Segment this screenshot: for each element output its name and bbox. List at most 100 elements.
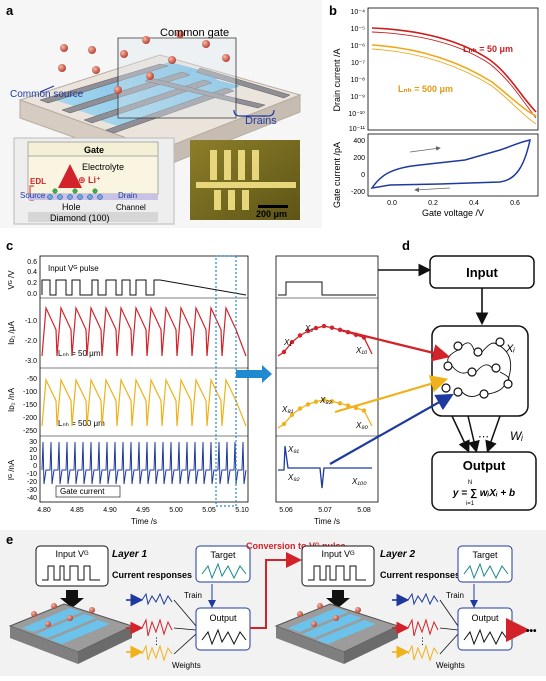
e1-train: Train bbox=[184, 591, 202, 600]
b-ytick-0: 10⁻⁴ bbox=[351, 9, 366, 16]
e1-weights: Weights bbox=[172, 661, 201, 670]
panel-a: a bbox=[0, 0, 322, 228]
b-ybot-2: 0 bbox=[361, 172, 365, 179]
panel-b: b Drain current /A Gate current /pA 10⁻⁴… bbox=[329, 3, 539, 218]
zl-x1: X₁ bbox=[283, 338, 292, 347]
layer1-group: Input Vᴳ Layer 1 Current responses ⋮ bbox=[8, 545, 251, 670]
e1-current-responses: Current responses bbox=[112, 570, 192, 580]
c-ylabel-ig: Iᴳ /nA bbox=[7, 459, 16, 480]
gate-box bbox=[117, 37, 237, 119]
b-ytick-3: 10⁻⁷ bbox=[351, 60, 365, 67]
electrolyte-layer bbox=[27, 155, 159, 195]
c-xl-0: 4.80 bbox=[37, 507, 51, 514]
scalebar-text: 200 μm bbox=[256, 209, 287, 219]
id2-zoom-sample-10 bbox=[361, 408, 367, 413]
zl-x81: X₈₁ bbox=[281, 405, 294, 414]
svg-text:⋯: ⋯ bbox=[478, 431, 489, 443]
c-id1-tick-0: -1.0 bbox=[25, 318, 37, 325]
id2-zoom-sample-0 bbox=[281, 421, 287, 427]
c-xl-3: 4.95 bbox=[136, 507, 150, 514]
c-ylabel-vg: Vᴳ /V bbox=[7, 270, 16, 290]
panel-a-letter: a bbox=[6, 3, 14, 18]
b-ytick-6: 10⁻¹⁰ bbox=[348, 110, 365, 118]
c-ig-tick-2: 10 bbox=[29, 455, 37, 462]
e2-target-text: Target bbox=[472, 550, 498, 560]
c-ig-tick-6: -30 bbox=[27, 487, 37, 494]
b-xtick-1: 0.2 bbox=[428, 200, 438, 207]
cross-section: Gate Electrolyte ⊕ Li⁺ EDL Source Drain … bbox=[13, 137, 175, 225]
panel-e-letter: e bbox=[6, 532, 13, 547]
id2-zoom-sample-8 bbox=[345, 403, 351, 408]
c-traces bbox=[41, 279, 376, 489]
c-id2-tick-2: -150 bbox=[23, 402, 37, 409]
id2-trace bbox=[41, 377, 247, 427]
arrow-orange bbox=[334, 375, 449, 414]
c-xl-2: 4.90 bbox=[103, 507, 117, 514]
c-vg-tick-2: 0.2 bbox=[27, 280, 37, 287]
gate-current-loop bbox=[370, 139, 531, 190]
b-xtick-2: 0.4 bbox=[469, 200, 479, 207]
c-ig-tick-0: 30 bbox=[29, 439, 37, 446]
c-xl-6: 5.10 bbox=[235, 507, 249, 514]
d-formula: y = ∑ wᵢXᵢ + b bbox=[452, 488, 515, 499]
b-xlabel: Gate voltage /V bbox=[422, 208, 484, 218]
c-ig-tick-4: -10 bbox=[27, 471, 37, 478]
electrodes bbox=[39, 63, 291, 134]
e2-current-responses: Current responses bbox=[380, 570, 460, 580]
c-ig-tick-3: 0 bbox=[33, 463, 37, 470]
d-xi: Xᵢ bbox=[505, 343, 515, 355]
ig-trace bbox=[41, 441, 247, 485]
b-ybot-0: 400 bbox=[353, 138, 365, 145]
id1-zoom-sample-1 bbox=[289, 339, 295, 345]
c-label-500: Lₙₕ = 500 μm bbox=[58, 419, 105, 428]
drains-label: Drains bbox=[245, 115, 277, 127]
id1-zoom-sample-6 bbox=[329, 325, 335, 330]
e-layer1: Layer 1 bbox=[112, 549, 147, 560]
curve-50um bbox=[371, 27, 537, 113]
zl-x90: X₉₀ bbox=[355, 421, 369, 430]
ig-zoom bbox=[278, 445, 372, 489]
b-xtick-0: 0.0 bbox=[387, 200, 397, 207]
common-source-label: Common source bbox=[10, 89, 84, 100]
c-id1-tick-1: -2.0 bbox=[25, 338, 37, 345]
c-id2-tick-1: -100 bbox=[23, 389, 37, 396]
id2-zoom-sample-5 bbox=[321, 397, 327, 402]
id2-zoom-sample-6 bbox=[329, 399, 335, 404]
zl-x10: X₁₀ bbox=[355, 346, 368, 355]
b-ytick-7: 10⁻¹¹ bbox=[349, 126, 366, 133]
zl-x2: X₂ bbox=[304, 324, 313, 333]
zl-x100: X₁₀₀ bbox=[351, 477, 367, 486]
b-ytick-1: 10⁻⁵ bbox=[351, 26, 365, 33]
c-left-axes bbox=[39, 255, 249, 503]
zl-x91: X₉₁ bbox=[287, 445, 300, 454]
b-ytick-5: 10⁻⁹ bbox=[351, 94, 365, 101]
d-output-text: Output bbox=[463, 458, 506, 473]
electrolyte-text: Electrolyte bbox=[82, 162, 124, 172]
id1-zoom-sample-4 bbox=[313, 325, 319, 331]
holes bbox=[47, 194, 103, 200]
panel-d: d Input Xᵢ ⋯ Wᵢ bbox=[329, 238, 537, 511]
id1-zoom-sample-5 bbox=[321, 323, 327, 329]
c-xr-1: 5.07 bbox=[318, 507, 332, 514]
b-bottom-axes bbox=[367, 133, 539, 197]
d-reservoir-box bbox=[431, 325, 529, 417]
c-vg-tick-0: 0.6 bbox=[27, 259, 37, 266]
svg-text:⋮: ⋮ bbox=[418, 636, 427, 646]
b-top-axes bbox=[367, 7, 539, 131]
panel-c-letter: c bbox=[6, 238, 13, 253]
d-sum-bottom: i=1 bbox=[466, 501, 475, 507]
c-xl-5: 5.05 bbox=[202, 507, 216, 514]
vg-pulse-zoom bbox=[278, 281, 376, 296]
d-wi: Wᵢ bbox=[510, 429, 523, 443]
e2-weights: Weights bbox=[436, 661, 465, 670]
id2-zoom-sample-2 bbox=[297, 406, 303, 411]
zoom-arrow bbox=[236, 365, 272, 383]
b-ytick-2: 10⁻⁶ bbox=[351, 43, 365, 50]
micrograph: 200 μm bbox=[190, 140, 300, 220]
id2-zoom-sample-7 bbox=[337, 401, 343, 406]
li-ion-text: ⊕ Li⁺ bbox=[78, 175, 101, 185]
b-xtick-3: 0.6 bbox=[510, 200, 520, 207]
c-xl-1: 4.85 bbox=[70, 507, 84, 514]
conversion-arrow bbox=[250, 552, 302, 629]
svg-text:⋮: ⋮ bbox=[152, 636, 161, 646]
